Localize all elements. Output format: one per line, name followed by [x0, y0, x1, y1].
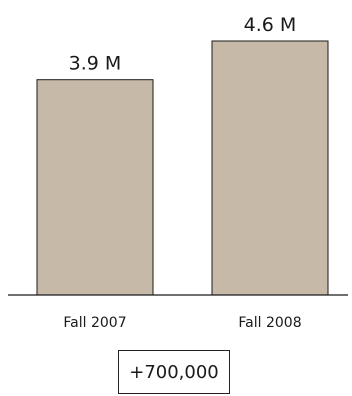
- bar-fall-2008: [211, 40, 329, 296]
- value-label: 4.6 M: [244, 14, 297, 36]
- bar-fall-2007: [36, 79, 154, 296]
- value-labels-group: 3.9 M 4.6 M: [69, 14, 297, 75]
- value-label: 3.9 M: [69, 53, 122, 75]
- category-label: Fall 2008: [238, 315, 301, 331]
- change-annotation-label: +700,000: [129, 361, 219, 383]
- category-labels-group: Fall 2007 Fall 2008: [63, 315, 301, 331]
- category-label: Fall 2007: [63, 315, 126, 331]
- change-annotation-box: +700,000: [118, 350, 230, 394]
- bars-group: [36, 40, 329, 296]
